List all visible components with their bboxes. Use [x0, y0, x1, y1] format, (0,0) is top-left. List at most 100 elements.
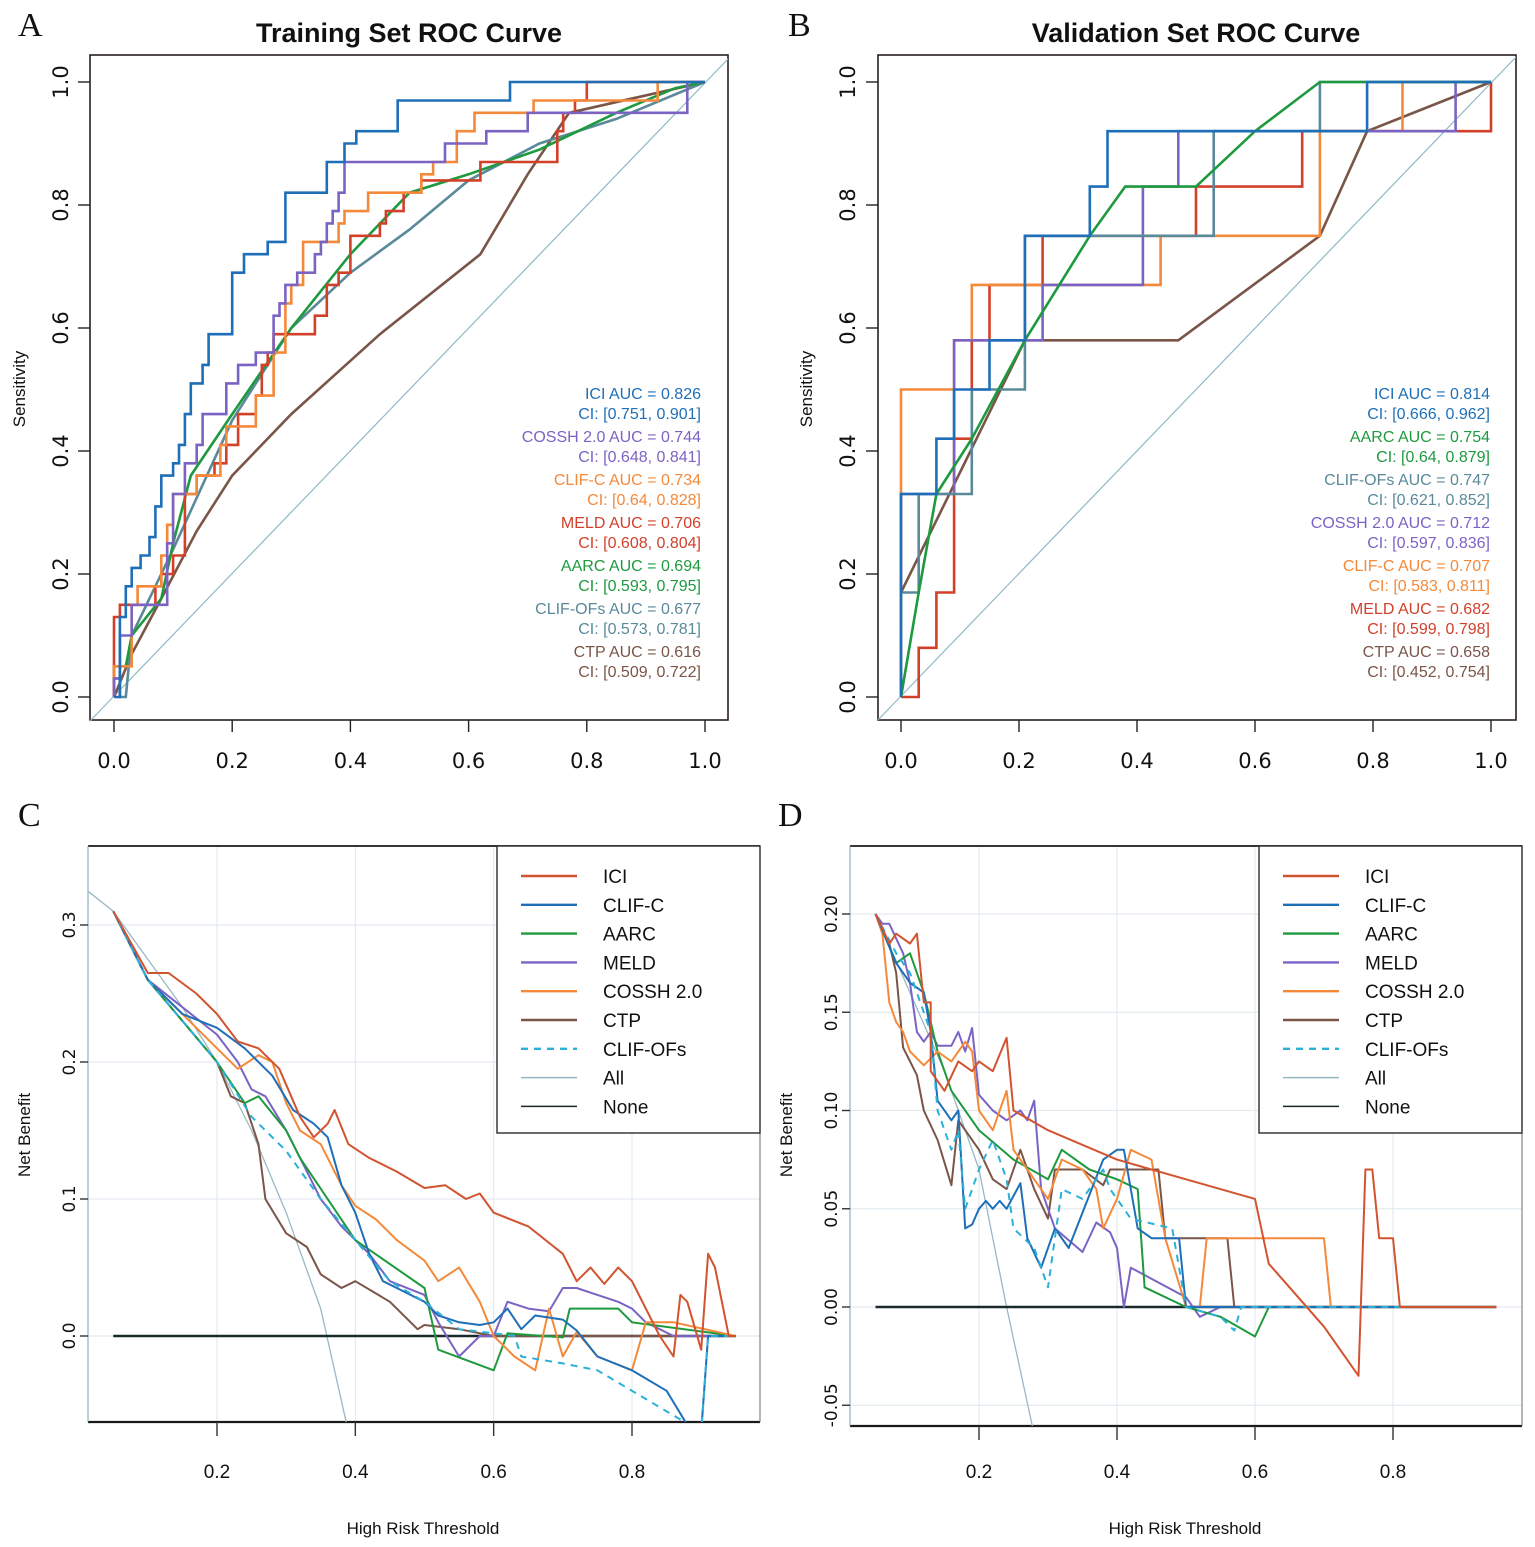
x-tick-label: 1.0: [1474, 749, 1507, 773]
y-axis-label: Net Benefit: [777, 1093, 796, 1177]
y-tick-label: 1.0: [49, 65, 73, 98]
net-benefit-curve-all: [88, 890, 347, 1422]
curves: [874, 913, 1497, 1426]
net-benefit-curve-ici: [874, 913, 1497, 1377]
panel-letter-c: C: [18, 797, 41, 834]
x-tick-label: 0.2: [204, 1462, 230, 1483]
plot-frame: [877, 54, 1517, 721]
ci-label-ici: CI: [0.751, 0.901]: [578, 406, 701, 423]
x-tick-label: 0.2: [966, 1462, 992, 1483]
roc-curve-ctp: [112, 80, 706, 698]
legend-label-cossh-2-0: COSSH 2.0: [1365, 982, 1464, 1003]
legend-label-none: None: [603, 1097, 648, 1118]
x-tick-label: 0.8: [1380, 1462, 1406, 1483]
auc-label-cossh-2-0: COSSH 2.0 AUC = 0.712: [1311, 515, 1490, 532]
auc-label-ctp: CTP AUC = 0.616: [574, 644, 701, 661]
y-axis-label: Sensitivity: [797, 350, 816, 427]
y-tick-label: 0.6: [836, 311, 860, 344]
net-benefit-curve-clif-c: [112, 910, 736, 1422]
legend-box: [496, 845, 761, 1134]
x-axis-label: High Risk Threshold: [1109, 1519, 1262, 1538]
legend-label-ctp: CTP: [603, 1011, 641, 1032]
legend-label-aarc: AARC: [603, 925, 656, 946]
chart-title: Training Set ROC Curve: [256, 18, 562, 48]
auc-label-ctp: CTP AUC = 0.658: [1363, 644, 1490, 661]
panel-letter-a: A: [18, 7, 43, 44]
legend-label-clif-c: CLIF-C: [603, 896, 664, 917]
legend-label-clif-c: CLIF-C: [1365, 896, 1426, 917]
y-tick-label: 0.8: [49, 188, 73, 221]
y-axis-label: Net Benefit: [15, 1093, 34, 1177]
x-tick-label: 0.4: [1104, 1462, 1131, 1483]
legend-label-all: All: [1365, 1069, 1386, 1090]
ci-label-cossh-2-0: CI: [0.648, 0.841]: [578, 449, 701, 466]
net-benefit-curve-all: [874, 913, 1033, 1426]
x-tick-label: 0.2: [215, 749, 248, 773]
panel-c-dca-training: 0.2 0.4 0.6 0.8 0.0 0.1 0.2 0.3 Net Benefit High …: [15, 845, 761, 1538]
auc-label-clif-c: CLIF-C AUC = 0.707: [1343, 558, 1490, 575]
ci-label-clif-c: CI: [0.583, 0.811]: [1368, 578, 1490, 595]
y-tick-label: 0.15: [822, 993, 842, 1031]
panel-d-dca-validation: 0.2 0.4 0.6 0.8 -0.05 0.00 0.05 0.10 0.15 0.20 Net…: [777, 845, 1523, 1538]
ci-label-ctp: CI: [0.509, 0.722]: [578, 664, 701, 681]
legend-label-meld: MELD: [1365, 953, 1418, 974]
x-tick-label: 0.0: [884, 749, 917, 773]
x-tick-label: 0.6: [452, 749, 485, 773]
legend-label-all: All: [603, 1069, 624, 1090]
x-tick-label: 0.4: [342, 1462, 369, 1483]
auc-label-aarc: AARC AUC = 0.694: [561, 558, 701, 575]
y-tick-label: 0.05: [822, 1190, 842, 1228]
plot-frame: [89, 54, 729, 721]
x-tick-label: 0.6: [1238, 749, 1271, 773]
auc-label-aarc: AARC AUC = 0.754: [1350, 429, 1490, 446]
y-tick-label: 0.4: [49, 434, 73, 467]
x-tick-label: 0.2: [1002, 749, 1035, 773]
ci-label-ctp: CI: [0.452, 0.754]: [1367, 664, 1490, 681]
y-tick-label: 1.0: [836, 65, 860, 98]
net-benefit-curve-clif-c: [874, 913, 1497, 1308]
y-tick-label: 0.8: [836, 188, 860, 221]
y-tick-label: -0.05: [822, 1383, 842, 1427]
legend-label-aarc: AARC: [1365, 925, 1418, 946]
auc-label-clif-c: CLIF-C AUC = 0.734: [554, 472, 701, 489]
ci-label-clif-ofs: CI: [0.621, 0.852]: [1367, 492, 1490, 509]
y-tick-label: 0.2: [49, 557, 73, 590]
net-benefit-curve-ctp: [112, 910, 736, 1337]
net-benefit-curve-ctp: [874, 913, 1497, 1308]
ci-label-ici: CI: [0.666, 0.962]: [1367, 406, 1490, 423]
auc-label-ici: ICI AUC = 0.814: [1374, 386, 1490, 403]
ci-label-clif-ofs: CI: [0.573, 0.781]: [578, 621, 701, 638]
legend-label-clif-ofs: CLIF-OFs: [1365, 1040, 1448, 1061]
ci-label-meld: CI: [0.608, 0.804]: [578, 535, 701, 552]
legend-label-meld: MELD: [603, 953, 656, 974]
y-tick-label: 0.0: [49, 680, 73, 713]
y-tick-label: 0.1: [60, 1185, 80, 1212]
x-tick-label: 0.6: [480, 1462, 506, 1483]
panel-letter-b: B: [788, 7, 811, 44]
curves: [88, 890, 736, 1422]
y-tick-label: 0.0: [836, 680, 860, 713]
x-tick-label: 0.8: [570, 749, 603, 773]
legend-label-ctp: CTP: [1365, 1011, 1403, 1032]
legend-label-ici: ICI: [603, 867, 627, 888]
y-axis-label: Sensitivity: [10, 350, 29, 427]
x-tick-label: 0.8: [619, 1462, 645, 1483]
auc-label-meld: MELD AUC = 0.706: [561, 515, 701, 532]
y-tick-label: 0.2: [60, 1048, 80, 1075]
net-benefit-curve-ici: [112, 910, 736, 1358]
ci-label-aarc: CI: [0.64, 0.879]: [1376, 449, 1490, 466]
y-tick-label: 0.2: [836, 557, 860, 590]
ci-label-clif-c: CI: [0.64, 0.828]: [587, 492, 701, 509]
x-tick-label: 0.0: [97, 749, 130, 773]
legend-label-clif-ofs: CLIF-OFs: [603, 1040, 686, 1061]
roc-curve-ici: [114, 80, 705, 699]
auc-label-cossh-2-0: COSSH 2.0 AUC = 0.744: [522, 429, 701, 446]
x-tick-label: 1.0: [688, 749, 721, 773]
net-benefit-curve-clif-ofs: [112, 910, 736, 1422]
y-tick-label: 0.0: [60, 1322, 80, 1349]
reference-diagonal-line: [89, 58, 729, 722]
y-tick-label: 0.3: [60, 911, 80, 938]
net-benefit-curve-clif-ofs: [874, 913, 1497, 1332]
x-axis-label: High Risk Threshold: [347, 1519, 500, 1538]
